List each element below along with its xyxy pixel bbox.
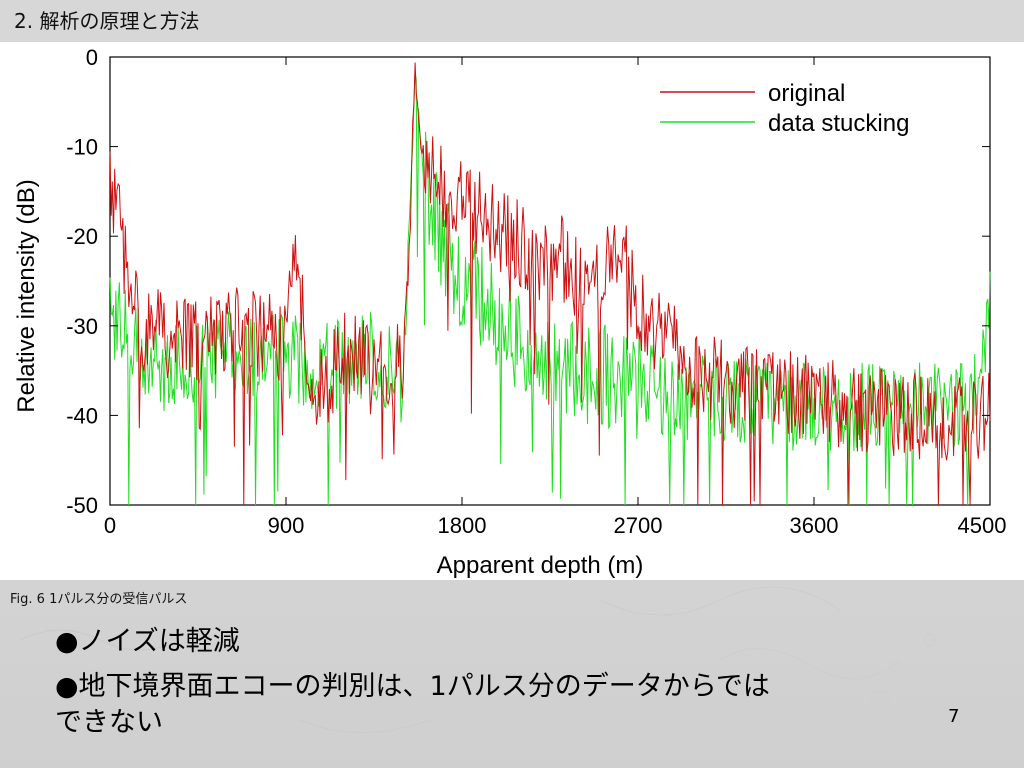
y-tick-label: -20 bbox=[66, 224, 98, 249]
y-tick-label: -40 bbox=[66, 403, 98, 428]
y-tick-label: -30 bbox=[66, 314, 98, 339]
x-tick-label: 1800 bbox=[438, 513, 487, 538]
legend-label-data-stucking: data stucking bbox=[768, 110, 909, 137]
x-tick-label: 2700 bbox=[614, 513, 663, 538]
x-tick-label: 900 bbox=[268, 513, 305, 538]
legend-label-original: original bbox=[768, 80, 845, 107]
y-axis-label: Relative intensity (dB) bbox=[13, 179, 40, 412]
bullet-noise-reduced: ●ノイズは軽減 bbox=[55, 626, 240, 657]
x-tick-label: 4500 bbox=[958, 513, 1007, 538]
line-chart: 0-10-20-30-40-500 900 1800 2700 3600 4500Appa… bbox=[13, 45, 1007, 579]
y-tick-label: -10 bbox=[66, 135, 98, 160]
figure-caption: Fig. 6 1パルス分の受信パルス bbox=[10, 592, 188, 607]
x-tick-label: 0 bbox=[104, 513, 116, 538]
x-tick-label: 3600 bbox=[790, 513, 839, 538]
x-axis-label: Apparent depth (m) bbox=[437, 552, 644, 579]
slide-title: 2. 解析の原理と方法 bbox=[0, 0, 1024, 42]
page-number: 7 bbox=[948, 706, 960, 727]
bullet-interface-echo: ●地下境界面エコーの判別は、1パルス分のデータからではできない bbox=[55, 671, 770, 738]
y-tick-label: 0 bbox=[86, 45, 98, 70]
series-line-original bbox=[109, 62, 991, 506]
chart-panel: 0 -10 -20 -30 -40 -50 0 900 1800 2700 3600 4500 Appa… bbox=[0, 42, 1024, 580]
y-tick-label: -50 bbox=[66, 493, 98, 518]
series-line-data-stucking bbox=[109, 71, 991, 506]
